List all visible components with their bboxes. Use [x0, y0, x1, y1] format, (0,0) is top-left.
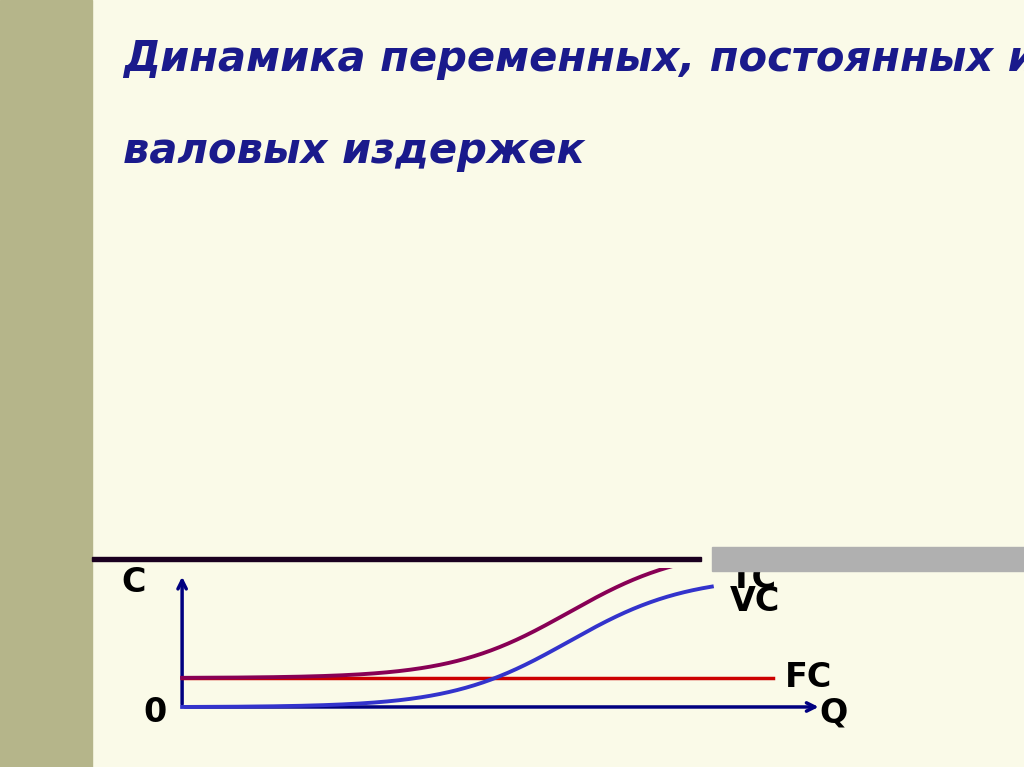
Text: валовых издержек: валовых издержек [123, 130, 585, 173]
Text: Q: Q [819, 696, 848, 729]
Text: Динамика переменных, постоянных и: Динамика переменных, постоянных и [123, 38, 1024, 81]
Text: VC: VC [730, 585, 780, 618]
Text: 0: 0 [143, 696, 166, 729]
Text: TC: TC [730, 562, 777, 595]
Text: FC: FC [784, 661, 833, 694]
Text: C: C [121, 566, 145, 599]
